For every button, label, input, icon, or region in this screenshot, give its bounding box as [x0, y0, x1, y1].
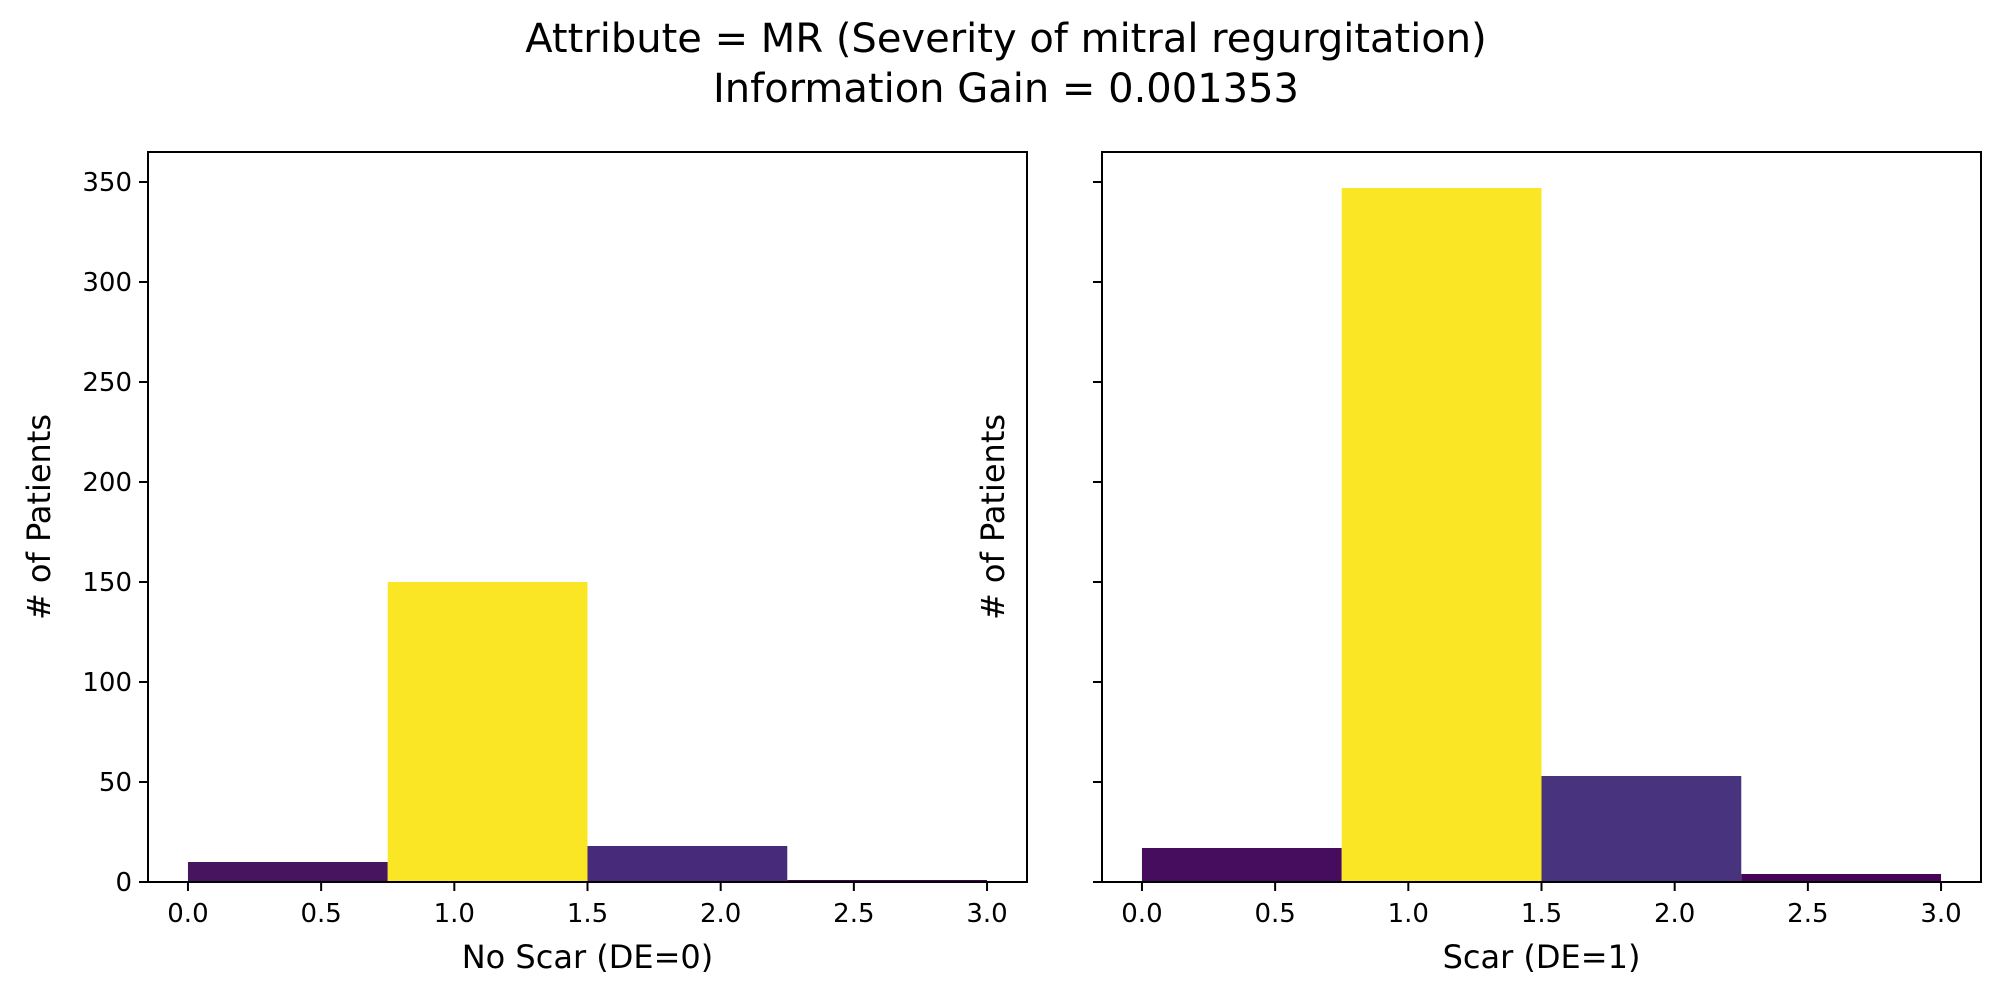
y-tick-label: 100 — [82, 668, 132, 698]
chart-title-line-2: Information Gain = 0.001353 — [713, 66, 1299, 112]
x-tick-label: 1.0 — [434, 899, 475, 929]
x-axis-label: Scar (DE=1) — [1443, 938, 1641, 976]
histogram-bar — [1741, 874, 1942, 882]
histogram-bar — [187, 862, 388, 882]
subplot-2: 0.0 0.5 1.0 1.5 2.0 2.5 3.0 Scar (DE=1) # of Pat… — [974, 151, 1982, 976]
chart-title-line-1: Attribute = MR (Severity of mitral regur… — [525, 16, 1487, 62]
histogram-bar — [1341, 188, 1542, 882]
histogram-bar — [387, 582, 588, 882]
subplot-1: 0.0 0.5 1.0 1.5 2.0 2.5 3.0 0 50 100 150 200 250 300 3… — [20, 151, 1028, 976]
x-tick-label: 1.5 — [567, 899, 608, 929]
y-axis-label: # of Patients — [20, 414, 58, 620]
histogram-bar — [587, 846, 788, 882]
subplots: 0.0 0.5 1.0 1.5 2.0 2.5 3.0 0 50 100 150 200 250 300 3… — [20, 151, 1982, 976]
histogram-bar — [1141, 848, 1342, 882]
histogram-bar — [1541, 776, 1742, 882]
x-tick-label: 1.5 — [1521, 899, 1562, 929]
x-tick-label: 2.0 — [700, 899, 741, 929]
x-tick-label: 2.5 — [833, 899, 874, 929]
x-tick-label: 0.5 — [1254, 899, 1295, 929]
x-tick-label: 0.0 — [167, 899, 208, 929]
x-tick-label: 0.5 — [300, 899, 341, 929]
x-axis-label: No Scar (DE=0) — [462, 938, 714, 976]
x-tick-label: 1.0 — [1388, 899, 1429, 929]
x-tick-label: 0.0 — [1121, 899, 1162, 929]
y-axis-label: # of Patients — [974, 414, 1012, 620]
y-tick-label: 0 — [115, 868, 132, 898]
x-tick-label: 2.0 — [1654, 899, 1695, 929]
y-tick-label: 50 — [99, 768, 132, 798]
x-tick-label: 2.5 — [1787, 899, 1828, 929]
y-tick-label: 300 — [82, 268, 132, 298]
y-tick-label: 200 — [82, 468, 132, 498]
y-tick-label: 150 — [82, 568, 132, 598]
y-tick-label: 350 — [82, 168, 132, 198]
y-tick-label: 250 — [82, 368, 132, 398]
x-tick-label: 3.0 — [1920, 899, 1961, 929]
x-tick-label: 3.0 — [966, 899, 1007, 929]
